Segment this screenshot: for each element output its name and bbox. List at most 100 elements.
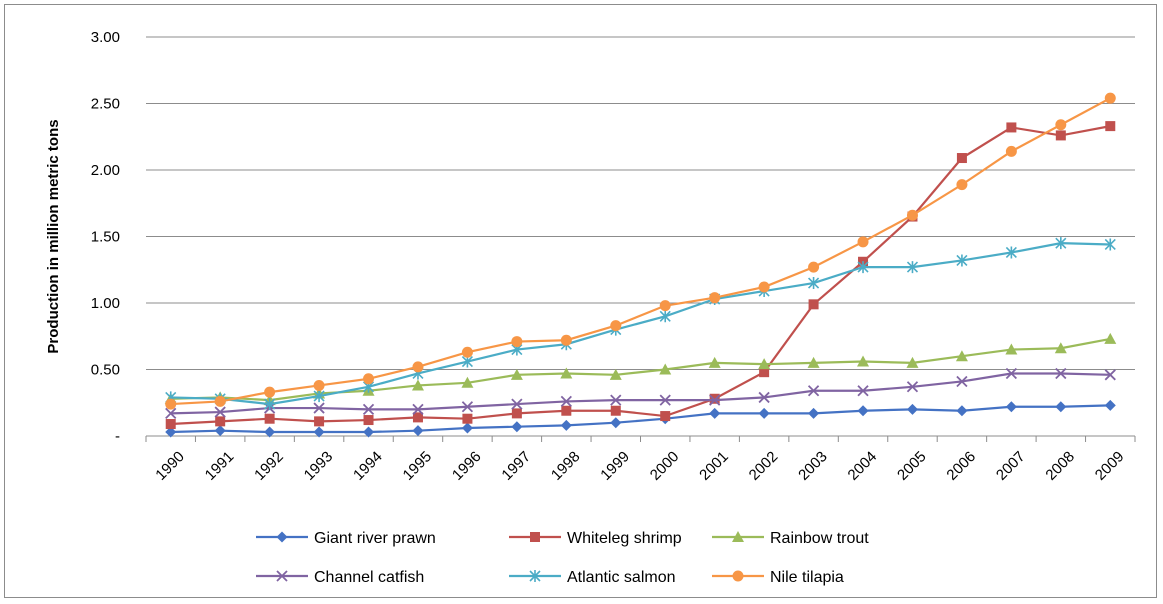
data-point-rainbow-trout [807, 356, 820, 368]
series-line-giant-river-prawn [170, 404, 1111, 434]
x-tick-label: 2002 [746, 448, 782, 484]
legend-item-rainbow-trout: Rainbow trout [712, 530, 869, 547]
data-point-rainbow-trout [906, 356, 919, 368]
data-point-rainbow-trout [857, 355, 870, 367]
data-point-atlantic-salmon [808, 277, 820, 290]
x-axis: 1990 1991 1992 1993 1994 1995 1996 1997 1998 1999… [145, 436, 1136, 484]
legend-item-atlantic-salmon: Atlantic salmon [509, 569, 676, 586]
data-point-whiteleg-shrimp [412, 412, 423, 423]
y-tick-label: 2.50 [91, 96, 120, 113]
legend-label: Whiteleg shrimp [567, 530, 682, 547]
data-point-channel-catfish [511, 398, 523, 410]
data-point-channel-catfish [857, 385, 869, 397]
y-tick-label: 1.50 [91, 229, 120, 246]
data-point-nile-tilapia [610, 320, 622, 332]
data-point-atlantic-salmon [313, 390, 325, 403]
data-point-channel-catfish [412, 403, 424, 416]
data-point-giant-river-prawn [906, 403, 918, 415]
data-point-atlantic-salmon [659, 310, 671, 323]
x-tick-label: 2004 [845, 448, 881, 484]
series-line-rainbow-trout [170, 337, 1111, 402]
legend-label: Giant river prawn [314, 530, 436, 547]
data-point-channel-catfish [362, 403, 375, 416]
data-point-whiteleg-shrimp [660, 411, 671, 422]
data-point-atlantic-salmon [264, 398, 276, 411]
data-point-whiteleg-shrimp [561, 405, 572, 416]
data-point-giant-river-prawn [363, 426, 375, 438]
series-whiteleg-shrimp [165, 121, 1116, 430]
legend-marker [732, 570, 744, 582]
series-atlantic-salmon [165, 237, 1116, 411]
x-tick-label: 1995 [400, 448, 436, 484]
data-point-whiteleg-shrimp [1055, 130, 1066, 141]
data-point-nile-tilapia [1055, 119, 1067, 131]
x-tick-label: 1999 [597, 448, 633, 484]
x-tick-label: 1997 [498, 448, 534, 484]
data-point-channel-catfish [461, 401, 474, 413]
data-point-giant-river-prawn [1104, 399, 1116, 411]
data-point-nile-tilapia [857, 236, 869, 248]
legend-item-giant-river-prawn: Giant river prawn [256, 530, 436, 547]
data-point-rainbow-trout [560, 367, 573, 379]
data-point-nile-tilapia [412, 361, 424, 373]
data-point-whiteleg-shrimp [314, 416, 325, 427]
data-point-rainbow-trout [461, 376, 474, 388]
data-point-nile-tilapia [511, 336, 523, 348]
data-point-atlantic-salmon [906, 261, 919, 274]
data-point-whiteleg-shrimp [610, 405, 621, 416]
data-point-rainbow-trout [758, 358, 771, 370]
data-point-nile-tilapia [709, 292, 721, 304]
y-tick-label: 3.00 [91, 29, 120, 46]
data-point-channel-catfish [610, 394, 622, 406]
data-point-channel-catfish [1055, 367, 1067, 380]
x-tick-label: 2005 [894, 448, 930, 484]
data-point-rainbow-trout [1054, 342, 1067, 354]
data-point-nile-tilapia [659, 300, 671, 312]
data-point-channel-catfish [659, 394, 671, 406]
data-point-channel-catfish [165, 407, 177, 420]
legend-item-channel-catfish: Channel catfish [256, 569, 424, 586]
y-tick-label: - [115, 428, 120, 445]
x-tick-label: 1990 [152, 448, 188, 484]
data-point-giant-river-prawn [758, 407, 770, 419]
data-point-whiteleg-shrimp [462, 413, 473, 424]
data-point-nile-tilapia [758, 281, 770, 293]
data-point-giant-river-prawn [1055, 401, 1067, 413]
legend-item-nile-tilapia: Nile tilapia [712, 569, 844, 586]
series-line-channel-catfish [170, 372, 1111, 415]
x-tick-label: 2001 [696, 448, 732, 484]
data-point-whiteleg-shrimp [215, 416, 226, 427]
x-tick-label: 2006 [943, 448, 979, 484]
data-point-channel-catfish [906, 381, 919, 393]
data-point-nile-tilapia [165, 398, 177, 410]
data-point-rainbow-trout [411, 379, 424, 391]
data-point-whiteleg-shrimp [759, 367, 770, 378]
data-point-nile-tilapia [1005, 145, 1017, 157]
legend-marker [276, 570, 288, 582]
data-point-channel-catfish [956, 375, 968, 388]
data-point-whiteleg-shrimp [956, 153, 967, 164]
data-point-giant-river-prawn [214, 425, 226, 437]
data-point-rainbow-trout [1104, 332, 1117, 344]
data-point-rainbow-trout [1005, 343, 1018, 355]
legend-marker [732, 531, 744, 542]
x-tick-label: 1996 [449, 448, 485, 484]
data-point-atlantic-salmon [1055, 237, 1067, 250]
legend-marker [530, 532, 540, 542]
data-point-giant-river-prawn [412, 425, 424, 437]
data-point-channel-catfish [313, 402, 325, 414]
data-point-whiteleg-shrimp [1105, 121, 1116, 132]
data-point-giant-river-prawn [313, 426, 325, 438]
data-point-giant-river-prawn [264, 426, 276, 438]
data-point-giant-river-prawn [461, 422, 473, 434]
series-line-atlantic-salmon [170, 242, 1111, 406]
y-tick-label: 1.00 [91, 295, 120, 312]
data-point-channel-catfish [758, 391, 770, 404]
data-point-whiteleg-shrimp [363, 415, 374, 426]
y-tick-label: 0.50 [91, 362, 120, 379]
data-point-channel-catfish [214, 406, 226, 418]
x-tick-label: 2000 [647, 448, 683, 484]
x-tick-label: 2007 [993, 448, 1029, 484]
y-tick-label: 2.00 [91, 162, 120, 179]
